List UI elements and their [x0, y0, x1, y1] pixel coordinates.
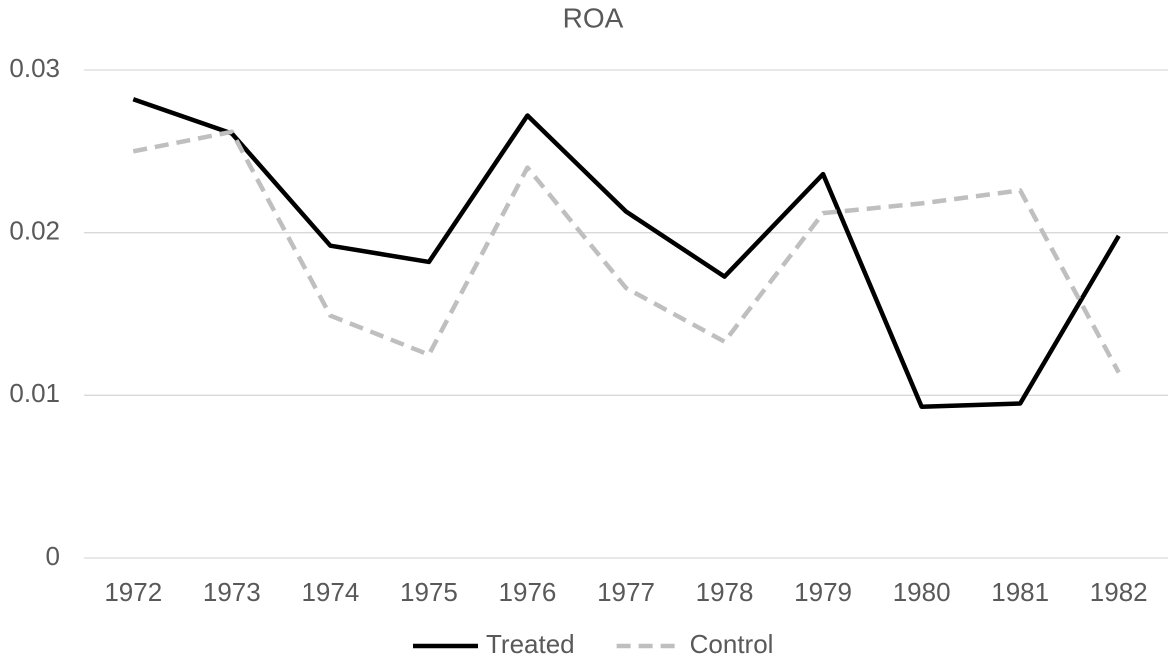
x-tick-label: 1973: [203, 577, 261, 607]
chart-title: ROA: [563, 2, 624, 33]
legend-label: Control: [690, 629, 774, 659]
x-tick-label: 1978: [696, 577, 754, 607]
y-tick-label: 0.03: [9, 53, 60, 83]
x-tick-label: 1980: [893, 577, 951, 607]
x-tick-label: 1979: [794, 577, 852, 607]
y-tick-label: 0.01: [9, 378, 60, 408]
data-line: [132, 129, 1121, 374]
y-tick-label: 0: [46, 541, 60, 571]
x-tick-label: 1972: [104, 577, 162, 607]
x-tick-label: 1981: [991, 577, 1049, 607]
x-tick-label: 1976: [499, 577, 557, 607]
x-tick-label: 1977: [597, 577, 655, 607]
y-tick-label: 0.02: [9, 216, 60, 246]
data-line: [132, 97, 1121, 409]
x-tick-label: 1975: [400, 577, 458, 607]
x-tick-label: 1974: [301, 577, 359, 607]
x-tick-label: 1982: [1090, 577, 1148, 607]
legend-label: Treated: [486, 629, 575, 659]
